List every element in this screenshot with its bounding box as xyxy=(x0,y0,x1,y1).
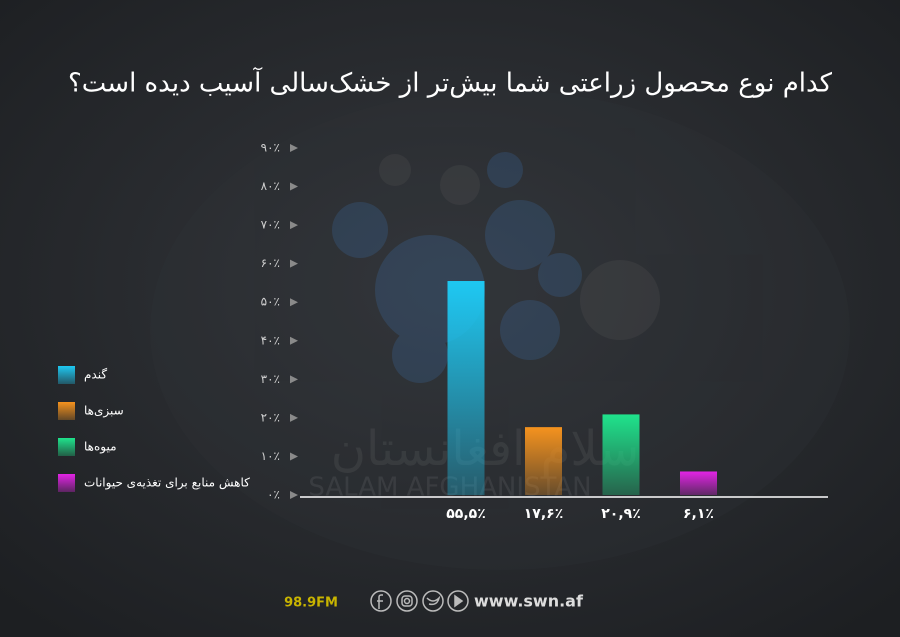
frequency: 98.9FM xyxy=(284,596,338,611)
legend-label: کاهش منابع برای تغذیه‌ی حیوانات xyxy=(84,476,250,491)
y-tick-label: ۱۰٪ xyxy=(261,449,280,463)
tick-mark xyxy=(290,298,298,307)
tick-mark xyxy=(290,221,298,230)
legend-swatch xyxy=(58,474,75,492)
y-tick-label: ۸۰٪ xyxy=(261,179,280,193)
legend-swatch xyxy=(58,438,75,456)
y-tick-label: ۰٪ xyxy=(267,488,280,502)
y-tick-label: ۷۰٪ xyxy=(261,218,280,232)
tick-mark xyxy=(290,182,298,191)
y-tick-label: ۵۰٪ xyxy=(261,295,280,309)
tick-mark xyxy=(290,144,298,152)
tick-mark xyxy=(290,491,298,499)
chart-title: کدام نوع محصول زراعتی شما بیش‌تر از خشک‌… xyxy=(68,67,833,99)
y-tick-label: ۲۰٪ xyxy=(261,410,280,424)
website: www.swn.af xyxy=(474,592,584,611)
value-label: ۲۰,۹٪ xyxy=(601,506,641,522)
y-tick-label: ۴۰٪ xyxy=(261,333,280,347)
legend-label: میوه‌ها xyxy=(84,440,117,455)
tick-mark xyxy=(290,259,298,268)
legend-swatch xyxy=(58,402,75,420)
tick-mark xyxy=(290,413,298,422)
y-tick-label: ۶۰٪ xyxy=(261,256,280,270)
legend-swatch xyxy=(58,366,75,384)
tick-mark xyxy=(290,452,298,461)
value-label: ۵۵,۵٪ xyxy=(446,506,486,522)
decoration xyxy=(150,90,850,570)
bar xyxy=(680,471,717,495)
legend-label: سبزی‌ها xyxy=(84,404,124,419)
value-label: ۶,۱٪ xyxy=(683,506,714,522)
bar xyxy=(447,281,485,495)
bar xyxy=(525,427,562,495)
social-icons xyxy=(370,590,469,612)
tick-mark xyxy=(290,336,298,345)
y-tick-label: ۹۰٪ xyxy=(261,141,280,155)
tick-mark xyxy=(290,375,298,384)
legend-label: گندم xyxy=(84,368,107,382)
bar xyxy=(602,414,640,495)
value-label: ۱۷,۶٪ xyxy=(524,506,564,522)
y-tick-label: ۳۰٪ xyxy=(261,372,280,386)
watermark: سلام افغانستان xyxy=(331,421,639,477)
